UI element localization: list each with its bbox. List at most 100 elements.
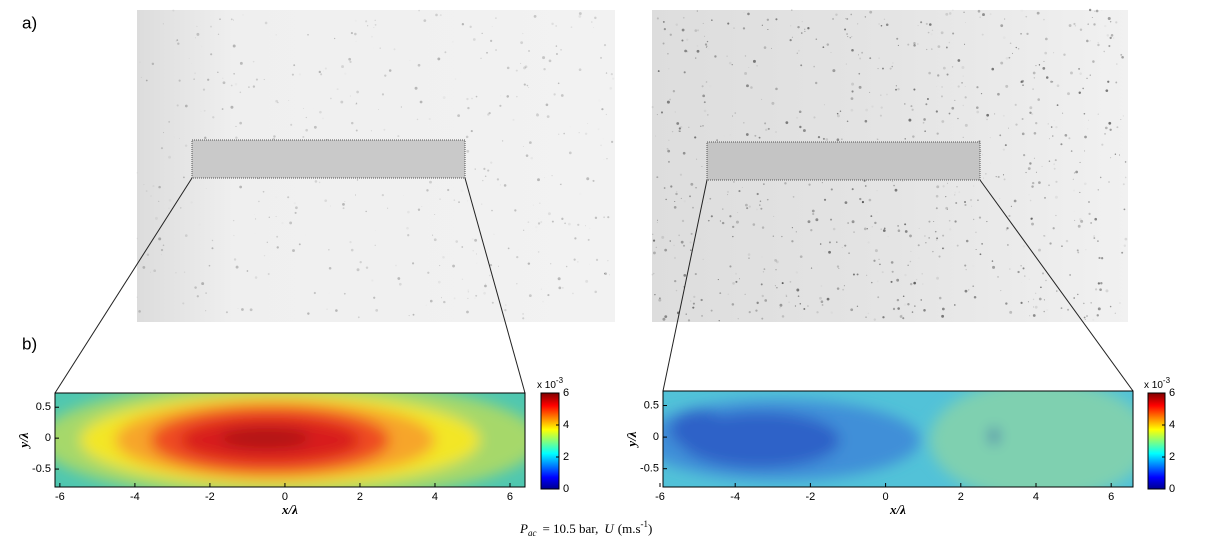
speckle [1099, 176, 1102, 179]
speckle [374, 23, 377, 26]
speckle [1052, 227, 1055, 230]
speckle [354, 194, 357, 196]
speckle [578, 131, 580, 134]
zoom-lines [54, 177, 1134, 394]
speckle [1079, 28, 1083, 31]
speckle [594, 216, 598, 220]
speckle [411, 262, 415, 265]
speckle [667, 53, 669, 55]
plot-frame [54, 392, 526, 488]
speckle [675, 289, 678, 292]
speckle [761, 98, 763, 100]
speckle [923, 118, 926, 121]
speckle [433, 238, 437, 242]
speckle [850, 308, 854, 312]
speckle [540, 221, 543, 224]
speckle [679, 173, 683, 176]
speckle [1007, 127, 1010, 129]
speckle [491, 209, 493, 212]
speckle [1077, 224, 1081, 228]
speckle [1055, 180, 1058, 183]
speckle [1031, 217, 1033, 220]
speckle [584, 132, 588, 135]
speckle [568, 151, 572, 155]
speckle [964, 123, 968, 127]
speckle [1109, 20, 1112, 23]
speckle [1043, 18, 1045, 21]
speckle [727, 22, 730, 25]
speckle [930, 33, 932, 35]
speckle [384, 74, 387, 77]
speckle [494, 217, 496, 219]
speckle [334, 108, 335, 109]
speckle [877, 280, 879, 282]
speckle [674, 279, 677, 283]
speckle [1025, 171, 1027, 174]
speckle [702, 94, 705, 98]
speckle [979, 253, 982, 256]
speckle [1005, 229, 1007, 231]
speckle [797, 49, 800, 52]
speckle [897, 87, 900, 91]
speckle [1074, 25, 1077, 27]
speckle [672, 90, 676, 93]
speckle [716, 139, 718, 142]
speckle [1015, 46, 1017, 49]
speckle [1038, 64, 1041, 66]
speckle [995, 175, 997, 178]
speckle [692, 302, 695, 305]
speckle [553, 93, 556, 96]
colorbar-tick-label: 6 [563, 387, 569, 399]
speckle [151, 62, 155, 66]
speckle [1031, 185, 1034, 188]
speckle [407, 210, 410, 214]
speckle [335, 309, 338, 312]
speckle [851, 48, 854, 52]
speckle [470, 129, 473, 133]
speckle [931, 48, 933, 50]
speckle [1090, 222, 1093, 224]
speckle [546, 115, 550, 119]
speckle [212, 116, 215, 119]
speckle [1028, 194, 1030, 196]
speckle [606, 158, 608, 160]
speckle [957, 59, 961, 62]
speckle [771, 47, 773, 49]
speckle [1105, 89, 1109, 92]
speckle [136, 172, 138, 174]
speckle [869, 91, 871, 93]
speckle [719, 292, 722, 295]
speckle [951, 66, 954, 68]
speckle [1104, 126, 1108, 130]
speckle [1017, 270, 1020, 274]
speckle [1043, 310, 1045, 313]
speckle [1094, 10, 1096, 12]
speckle [920, 21, 923, 24]
speckle [946, 208, 949, 210]
speckle [909, 282, 913, 286]
speckle [319, 110, 322, 114]
speckle [603, 159, 604, 160]
speckle [219, 18, 221, 20]
speckle [727, 293, 729, 295]
speckle [255, 78, 259, 81]
speckle [333, 37, 336, 40]
y-axis-label: y/λ [16, 432, 31, 449]
speckle [886, 93, 888, 96]
speckle [437, 280, 441, 284]
speckle [713, 220, 714, 221]
speckle [701, 85, 704, 88]
speckle [1123, 244, 1127, 247]
speckle [160, 248, 164, 252]
speckle [945, 46, 948, 49]
speckle [747, 12, 750, 16]
speckle [879, 263, 881, 266]
speckle [775, 18, 778, 21]
speckle [781, 235, 783, 238]
speckle [652, 239, 656, 242]
speckle [738, 190, 741, 193]
speckle [184, 144, 188, 147]
speckle [774, 285, 776, 287]
speckle [184, 234, 188, 237]
speckle [1009, 268, 1011, 270]
